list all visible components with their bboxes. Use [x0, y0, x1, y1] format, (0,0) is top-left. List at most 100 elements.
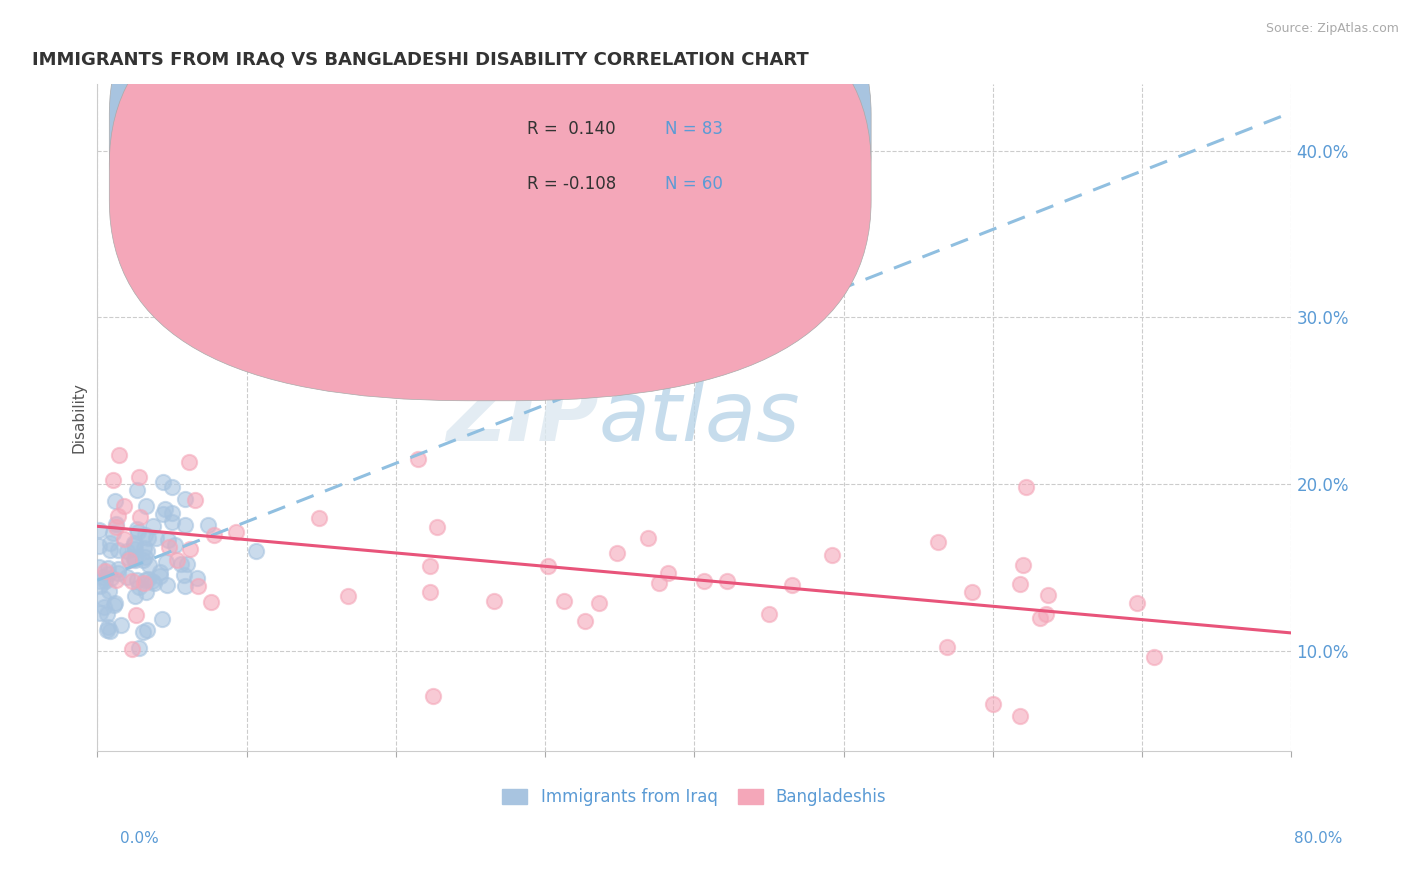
Point — [104, 516, 127, 531]
Point — [187, 579, 209, 593]
Point — [1038, 588, 1060, 602]
Point — [179, 455, 201, 469]
Point — [107, 562, 129, 576]
Point — [202, 528, 225, 542]
Point — [96, 623, 118, 637]
Point — [91, 570, 114, 584]
Point — [537, 558, 560, 573]
Point — [927, 534, 949, 549]
Point — [87, 559, 110, 574]
Point — [174, 579, 197, 593]
Point — [160, 516, 183, 530]
Point — [606, 545, 628, 559]
Point — [124, 552, 146, 566]
Point — [94, 564, 117, 578]
Point — [121, 574, 143, 589]
Point — [225, 524, 247, 539]
Point — [122, 535, 145, 549]
Point — [1028, 611, 1050, 625]
FancyBboxPatch shape — [444, 97, 814, 218]
Point — [132, 541, 155, 555]
Point — [136, 623, 159, 637]
Point — [134, 528, 156, 542]
Point — [127, 522, 149, 536]
Text: N = 60: N = 60 — [665, 175, 723, 194]
Point — [163, 538, 186, 552]
Point — [200, 595, 222, 609]
Point — [87, 539, 110, 553]
Text: Source: ZipAtlas.com: Source: ZipAtlas.com — [1265, 22, 1399, 36]
Point — [152, 475, 174, 490]
Point — [174, 492, 197, 507]
Point — [648, 576, 671, 591]
Point — [160, 506, 183, 520]
Point — [173, 518, 195, 533]
Point — [87, 524, 110, 538]
Point — [422, 689, 444, 703]
Point — [98, 624, 121, 638]
Point — [91, 591, 114, 606]
FancyBboxPatch shape — [110, 0, 872, 401]
Point — [128, 469, 150, 483]
Point — [156, 533, 179, 547]
Point — [406, 452, 429, 467]
Point — [149, 569, 172, 583]
Point — [780, 578, 803, 592]
Point — [1011, 558, 1033, 572]
Point — [107, 509, 129, 524]
Point — [176, 557, 198, 571]
Point — [129, 509, 152, 524]
Point — [347, 368, 370, 383]
Point — [1125, 596, 1147, 610]
Point — [132, 625, 155, 640]
Point — [135, 585, 157, 599]
Point — [110, 618, 132, 632]
Point — [128, 580, 150, 594]
Point — [1035, 607, 1057, 621]
Point — [112, 499, 135, 513]
Point — [179, 542, 201, 557]
Text: 80.0%: 80.0% — [1295, 831, 1343, 846]
Point — [103, 595, 125, 609]
Point — [124, 541, 146, 556]
Point — [935, 640, 957, 655]
Text: R =  0.140: R = 0.140 — [527, 120, 616, 138]
Point — [156, 578, 179, 592]
Point — [103, 598, 125, 612]
Point — [103, 473, 125, 487]
Point — [821, 548, 844, 562]
Point — [308, 511, 330, 525]
Point — [152, 507, 174, 521]
Text: ZIP: ZIP — [446, 377, 599, 458]
Point — [197, 517, 219, 532]
Point — [98, 535, 121, 549]
Point — [136, 544, 159, 558]
Point — [135, 500, 157, 514]
Point — [98, 543, 121, 558]
Point — [132, 576, 155, 591]
Point — [482, 594, 505, 608]
Point — [134, 573, 156, 587]
Point — [97, 620, 120, 634]
Point — [108, 449, 131, 463]
Text: IMMIGRANTS FROM IRAQ VS BANGLADESHI DISABILITY CORRELATION CHART: IMMIGRANTS FROM IRAQ VS BANGLADESHI DISA… — [32, 51, 808, 69]
Point — [155, 555, 177, 569]
Point — [100, 571, 122, 585]
Text: atlas: atlas — [599, 377, 800, 458]
Point — [981, 697, 1004, 711]
Point — [128, 640, 150, 655]
Point — [122, 539, 145, 553]
Point — [162, 480, 184, 494]
Point — [141, 519, 163, 533]
Text: N = 83: N = 83 — [665, 120, 723, 138]
Point — [89, 606, 111, 620]
Point — [336, 589, 359, 603]
Point — [758, 607, 780, 621]
Point — [89, 579, 111, 593]
Point — [121, 642, 143, 657]
Point — [716, 574, 738, 589]
Point — [637, 532, 659, 546]
Point — [97, 566, 120, 581]
Point — [426, 520, 449, 534]
Point — [1143, 650, 1166, 665]
